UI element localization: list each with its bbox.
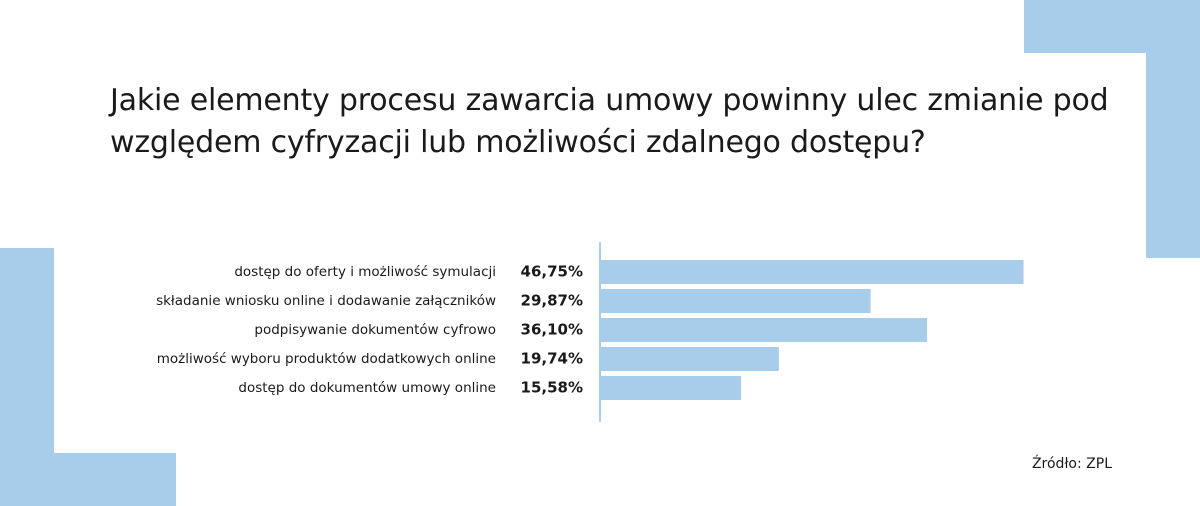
value-label: 19,74% bbox=[521, 350, 583, 368]
value-label: 29,87% bbox=[521, 292, 583, 310]
value-label: 36,10% bbox=[521, 321, 583, 339]
category-label: dostęp do oferty i możliwość symulacji bbox=[234, 264, 496, 280]
category-label: podpisywanie dokumentów cyfrowo bbox=[254, 322, 496, 338]
bar bbox=[600, 318, 928, 342]
category-label: składanie wniosku online i dodawanie zał… bbox=[156, 293, 496, 309]
corner-decoration-bottom-left-horizontal bbox=[0, 453, 176, 506]
category-label: możliwość wyboru produktów dodatkowych o… bbox=[157, 351, 496, 367]
source-note: Źródło: ZPL bbox=[1031, 456, 1112, 472]
value-label: 15,58% bbox=[521, 379, 583, 397]
chart-title: Jakie elementy procesu zawarcia umowy po… bbox=[110, 83, 1109, 160]
corner-decoration-top-right-vertical bbox=[1146, 0, 1200, 258]
bar bbox=[600, 376, 742, 400]
bar-chart-svg: dostęp do oferty i możliwość symulacji 46… bbox=[156, 242, 1024, 422]
bar bbox=[600, 260, 1024, 284]
value-label: 46,75% bbox=[521, 263, 583, 281]
bar-chart: dostęp do oferty i możliwość symulacji 46… bbox=[0, 240, 1200, 430]
bar bbox=[600, 347, 779, 371]
bar bbox=[600, 289, 871, 313]
category-label: dostęp do dokumentów umowy online bbox=[238, 380, 496, 396]
